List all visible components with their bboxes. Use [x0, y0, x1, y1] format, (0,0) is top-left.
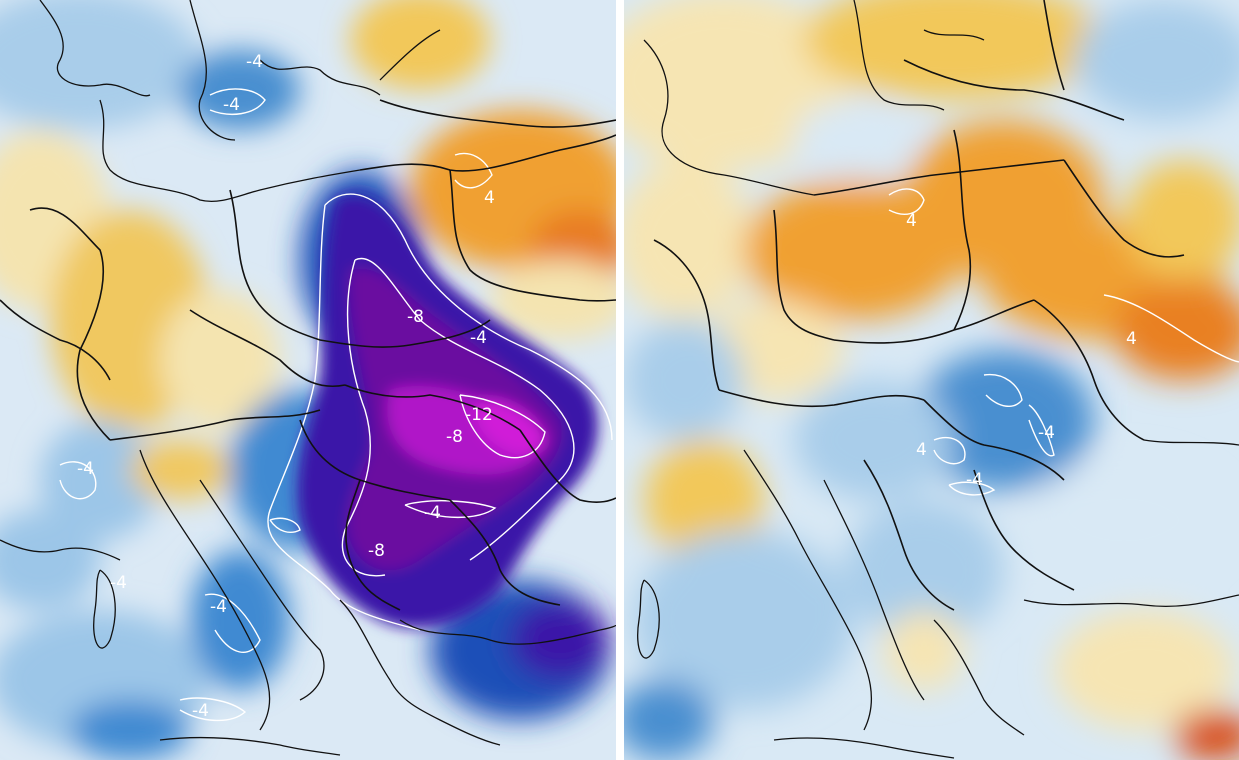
contour-label: -4 [110, 573, 127, 593]
contour-label: 4 [916, 440, 927, 460]
contour-label: -4 [223, 95, 240, 115]
left-map-panel: -4 -4 4 -8 -4 -12 -8 -4 -8 -4 -4 -4 -4 [0, 0, 616, 760]
contour-label: 4 [1126, 329, 1137, 349]
contour-label: -8 [368, 541, 385, 561]
contour-label: -4 [424, 503, 441, 523]
contour-label: -4 [192, 701, 209, 721]
contour-lines [59, 88, 613, 722]
country-borders [637, 0, 1239, 759]
contour-label: -12 [465, 405, 493, 425]
contour-label: -4 [470, 328, 487, 348]
contour-label: -4 [1038, 423, 1055, 443]
contour-label: -8 [446, 427, 463, 447]
country-borders [0, 0, 616, 756]
contour-label: 4 [484, 188, 495, 208]
contour-label: -8 [407, 307, 424, 327]
contour-label: -4 [210, 597, 227, 617]
cold-core [297, 194, 599, 629]
right-map-panel: 4 4 -4 -4 4 [624, 0, 1239, 760]
contour-labels: -4 -4 4 -8 -4 -12 -8 -4 -8 -4 -4 -4 -4 [77, 52, 495, 721]
right-anomaly-map: 4 4 -4 -4 4 [624, 0, 1239, 760]
contour-labels: 4 4 -4 -4 4 [906, 211, 1137, 490]
contour-label: -4 [246, 52, 263, 72]
contour-label: -4 [966, 470, 983, 490]
contour-label: 4 [906, 211, 917, 231]
contour-lines [888, 188, 1239, 496]
contour-label: -4 [77, 459, 94, 479]
left-anomaly-map: -4 -4 4 -8 -4 -12 -8 -4 -8 -4 -4 -4 -4 [0, 0, 616, 760]
panel-divider [616, 0, 624, 760]
